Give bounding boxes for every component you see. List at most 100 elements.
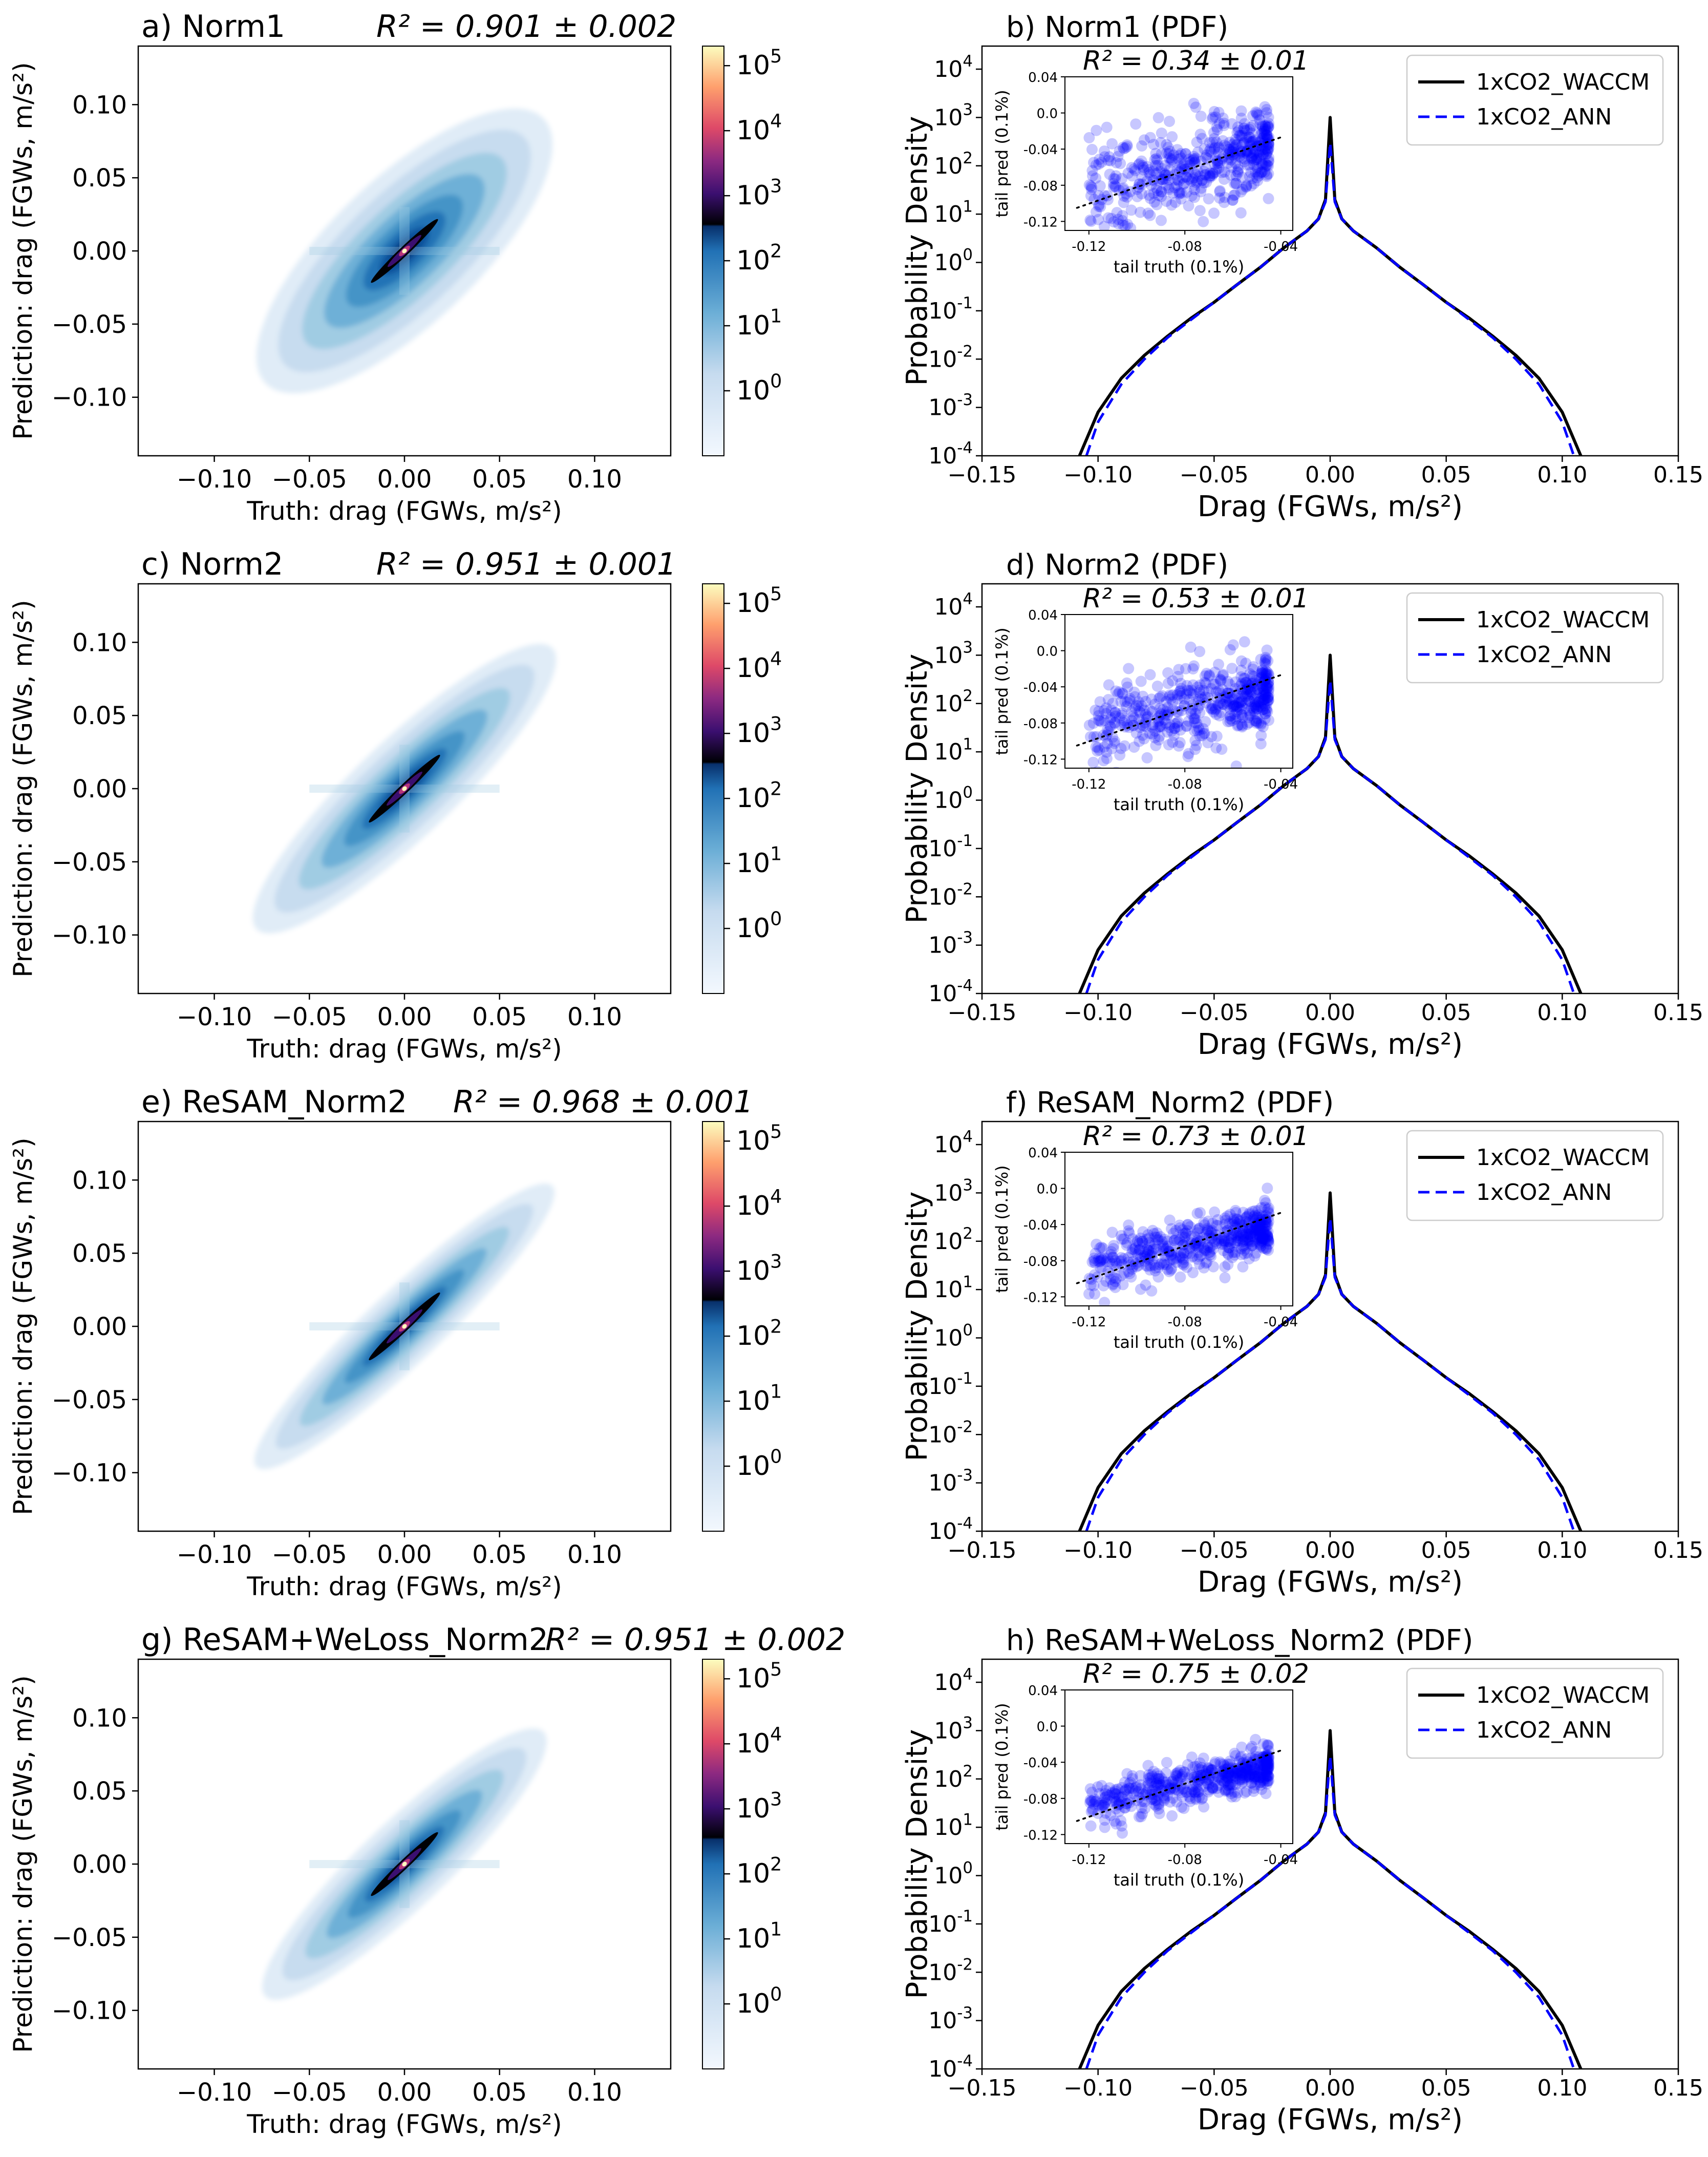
inset-scatter-point xyxy=(1088,1255,1100,1266)
inset-scatter-point xyxy=(1085,1795,1097,1807)
inset-scatter-point xyxy=(1175,688,1186,700)
inset-scatter-point xyxy=(1144,1264,1156,1276)
inset-scatter-point xyxy=(1212,1780,1224,1791)
pdf-xtick-label: 0.10 xyxy=(1537,1537,1587,1563)
inset-scatter-point xyxy=(1262,1233,1274,1244)
inset-scatter-point xyxy=(1163,1245,1175,1257)
pdf-xtick-label: 0.15 xyxy=(1653,1537,1703,1563)
inset-scatter-point xyxy=(1248,1226,1259,1238)
inset-scatter-point xyxy=(1093,710,1104,722)
inset-scatter-point xyxy=(1256,1760,1268,1772)
inset-scatter-point xyxy=(1259,1771,1271,1783)
inset-scatter-point xyxy=(1257,1225,1269,1237)
density-xtick-label: −0.05 xyxy=(272,1540,347,1569)
inset-scatter-point xyxy=(1247,136,1258,147)
inset-scatter-point xyxy=(1250,708,1261,720)
inset-scatter-point xyxy=(1218,699,1229,710)
inset-scatter-point xyxy=(1143,1769,1155,1781)
inset-scatter-point xyxy=(1204,167,1216,179)
inset-scatter-point xyxy=(1219,1764,1231,1775)
inset-scatter-point xyxy=(1101,724,1113,736)
inset-scatter-points xyxy=(1083,98,1275,230)
inset-scatter-point xyxy=(1152,1261,1164,1273)
density-ytick-label: 0.00 xyxy=(72,1850,127,1879)
inset-xtick-label: -0.08 xyxy=(1168,777,1202,792)
inset-scatter-point xyxy=(1156,186,1167,198)
inset-scatter-point xyxy=(1138,134,1150,146)
inset-scatter-point xyxy=(1154,1776,1165,1788)
inset-scatter-point xyxy=(1253,1751,1265,1763)
inset-scatter-point xyxy=(1154,1770,1165,1782)
inset-scatter-point xyxy=(1113,1795,1125,1807)
inset-scatter-point xyxy=(1210,137,1222,149)
inset-scatter-point xyxy=(1224,1209,1236,1220)
inset-scatter-point xyxy=(1226,161,1237,173)
inset-scatter-point xyxy=(1147,165,1159,177)
density-xtick-label: −0.10 xyxy=(177,1003,252,1031)
density-xtick-label: −0.05 xyxy=(272,465,347,494)
inset-scatter-point xyxy=(1194,679,1206,691)
inset-scatter-point xyxy=(1188,713,1200,725)
inset-scatter-point xyxy=(1254,1218,1266,1230)
inset-scatter-point xyxy=(1143,1244,1155,1256)
inset-scatter-point xyxy=(1244,688,1256,700)
inset-scatter-point xyxy=(1118,182,1129,194)
inset-scatter-point xyxy=(1205,1764,1217,1776)
inset-scatter-point xyxy=(1147,1224,1159,1236)
inset-scatter-point xyxy=(1232,1768,1244,1780)
pdf-ylabel: Probability Density xyxy=(901,654,934,924)
inset-scatter-point xyxy=(1126,1263,1138,1275)
inset-scatter-point xyxy=(1240,147,1252,159)
inset-scatter-point xyxy=(1227,1780,1239,1791)
inset-scatter-point xyxy=(1247,1240,1258,1252)
inset-scatter-point xyxy=(1263,683,1275,695)
inset-scatter-point xyxy=(1232,1767,1244,1779)
inset-scatter-point xyxy=(1211,121,1223,133)
inset-scatter-point xyxy=(1262,694,1274,706)
inset-scatter-point xyxy=(1223,1242,1235,1254)
inset-scatter-point xyxy=(1165,1264,1177,1276)
inset-scatter-point xyxy=(1259,1750,1271,1762)
inset-scatter-point xyxy=(1205,702,1216,714)
inset-ylabel: tail pred (0.1%) xyxy=(992,1165,1012,1293)
inset-scatter-point xyxy=(1219,1767,1230,1779)
inset-scatter-point xyxy=(1241,1786,1252,1798)
inset-scatter-point xyxy=(1176,187,1187,199)
inset-scatter-point xyxy=(1122,696,1134,708)
inset-scatter-point xyxy=(1093,1799,1104,1811)
inset-scatter-point xyxy=(1109,717,1121,729)
inset-scatter-point xyxy=(1116,173,1128,184)
inset-frame xyxy=(1064,614,1293,769)
inset-scatter-point xyxy=(1153,692,1165,704)
inset-scatter-point xyxy=(1202,692,1214,704)
inset-scatter-point xyxy=(1193,700,1205,711)
inset-scatter-point xyxy=(1209,142,1221,154)
inset-scatter-point xyxy=(1255,1224,1267,1236)
inset-scatter-point xyxy=(1114,1255,1125,1267)
inset-scatter-point xyxy=(1179,1783,1190,1795)
inset-scatter-point xyxy=(1162,1240,1174,1252)
inset-scatter-point xyxy=(1141,1248,1153,1260)
inset-scatter-point xyxy=(1172,174,1184,186)
inset-scatter-point xyxy=(1249,1772,1261,1784)
inset-scatter-point xyxy=(1156,128,1167,139)
inset-scatter-point xyxy=(1262,1757,1273,1768)
pdf-ytick-label: 101 xyxy=(934,197,973,227)
colorbar-tick-label: 100 xyxy=(736,370,782,406)
inset-scatter-point xyxy=(1153,734,1165,746)
inset-scatter-point xyxy=(1229,1216,1241,1228)
inset-scatter-point xyxy=(1119,1777,1130,1788)
inset-scatter-point xyxy=(1253,149,1265,160)
inset-scatter-point xyxy=(1259,1201,1271,1213)
inset-scatter-point xyxy=(1196,1793,1208,1805)
inset-scatter-point xyxy=(1117,1279,1129,1291)
inset-ytick-label: 0.04 xyxy=(1028,1146,1058,1161)
inset-scatter-point xyxy=(1088,1793,1100,1805)
inset-scatter-point xyxy=(1227,1771,1239,1783)
pdf-series-waccm-line xyxy=(1078,1191,1583,1531)
inset-scatter-point xyxy=(1238,672,1250,684)
inset-scatter-point xyxy=(1192,1234,1203,1246)
inset-scatter-point xyxy=(1189,717,1201,729)
inset-scatter-point xyxy=(1109,173,1121,185)
inset-scatter-point xyxy=(1253,1219,1265,1231)
